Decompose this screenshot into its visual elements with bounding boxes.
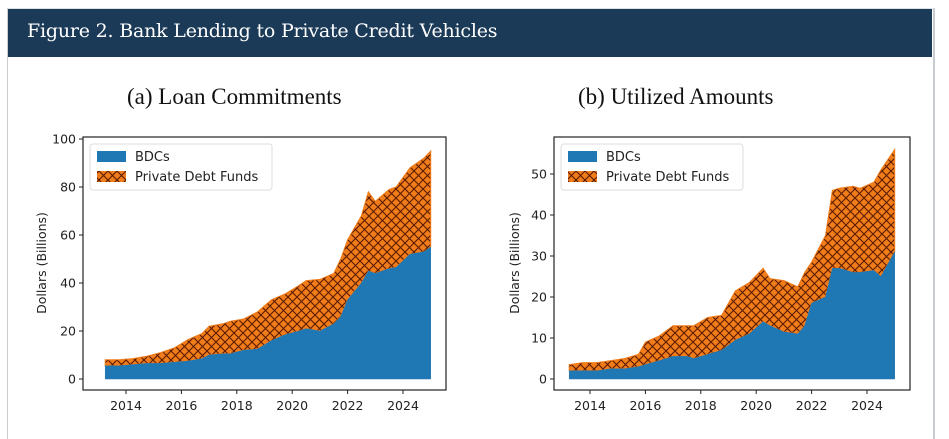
legend-label-bdcs: BDCs (135, 150, 170, 165)
y-axis-label: Dollars (Billions) (507, 212, 522, 314)
panel-a-title: (a) Loan Commitments (127, 84, 342, 109)
x-tick-label: 2014 (110, 398, 142, 413)
y-tick-label: 40 (531, 208, 547, 223)
x-tick-label: 2018 (221, 398, 253, 413)
legend-box (560, 143, 744, 191)
legend-swatch-private-debt-funds (97, 171, 126, 182)
legend-swatch-private-debt-funds (568, 171, 597, 182)
y-tick-label: 80 (60, 180, 76, 195)
x-tick-label: 2022 (796, 398, 828, 413)
y-tick-label: 0 (539, 372, 547, 387)
x-tick-label: 2016 (629, 398, 661, 413)
x-tick-label: 2024 (851, 398, 883, 413)
legend-swatch-bdcs (568, 151, 597, 162)
y-tick-label: 60 (60, 228, 76, 243)
plot-frame (553, 136, 911, 391)
x-tick-label: 2016 (165, 398, 197, 413)
y-tick-label: 0 (68, 372, 76, 387)
y-tick-label: 50 (531, 167, 547, 182)
y-tick-label: 30 (531, 249, 547, 264)
y-axis-label: Dollars (Billions) (34, 212, 49, 314)
y-tick-label: 40 (60, 276, 76, 291)
x-tick-label: 2020 (276, 398, 308, 413)
y-tick-label: 100 (52, 132, 76, 147)
figure-header: Figure 2. Bank Lending to Private Credit… (8, 9, 932, 57)
y-tick-label: 20 (531, 290, 547, 305)
x-tick-label: 2024 (387, 398, 419, 413)
chart-loan-commitments: 0 20 40 60 80 100 2014 2016 2018 2020 2022 2024 Doll… (34, 132, 447, 413)
y-tick-label: 20 (60, 324, 76, 339)
figure-title: Figure 2. Bank Lending to Private Credit… (27, 20, 498, 42)
figure-frame (7, 8, 935, 439)
area-bdcs (568, 250, 895, 380)
area-bdcs (104, 246, 431, 380)
plot-frame (82, 136, 447, 391)
legend-swatch-bdcs (97, 151, 126, 162)
y-tick-label: 10 (531, 331, 547, 346)
legend-box (89, 143, 273, 191)
legend-label-bdcs: BDCs (606, 150, 641, 165)
x-tick-label: 2020 (740, 398, 772, 413)
legend-label-private-debt-funds: Private Debt Funds (606, 170, 729, 185)
panel-b-title: (b) Utilized Amounts (578, 84, 774, 109)
legend-label-private-debt-funds: Private Debt Funds (135, 170, 258, 185)
x-tick-label: 2022 (332, 398, 364, 413)
x-tick-label: 2018 (685, 398, 717, 413)
x-tick-label: 2014 (574, 398, 606, 413)
chart-utilized-amounts: 0 10 20 30 40 50 2014 2016 2018 2020 2022 2024 Dolla… (507, 136, 911, 413)
